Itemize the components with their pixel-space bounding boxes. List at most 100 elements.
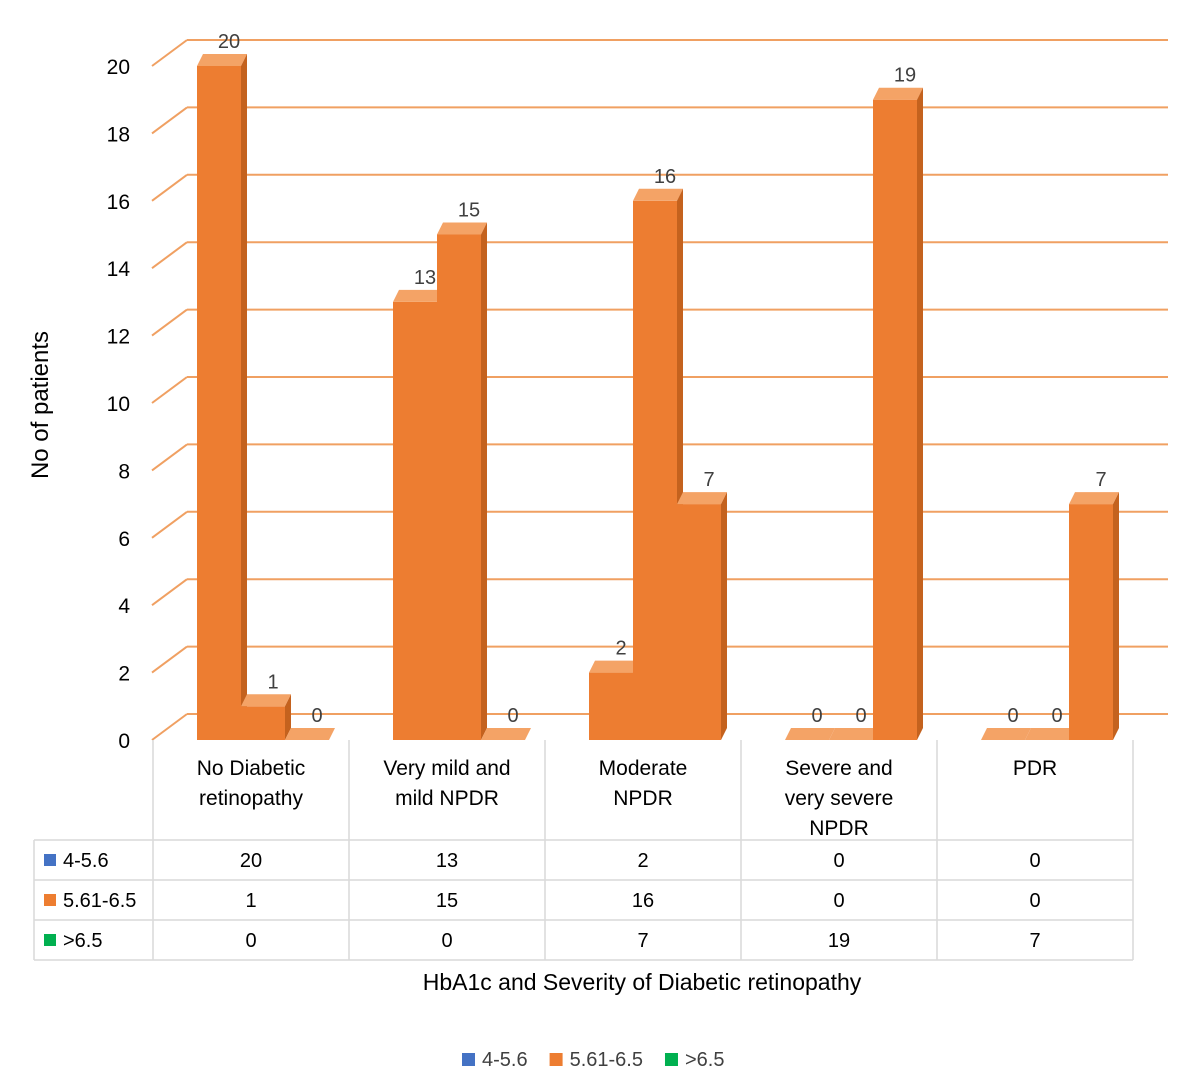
data-label: 16 — [654, 166, 676, 188]
legend-swatch — [549, 1053, 563, 1066]
bar-front — [393, 301, 437, 740]
table-legend-key — [44, 934, 56, 946]
data-label: 13 — [414, 267, 436, 289]
legend-swatch — [664, 1053, 678, 1066]
bar-top — [241, 694, 291, 707]
data-label: 1 — [267, 671, 278, 693]
bar-front — [677, 504, 721, 740]
gridline-connector — [151, 713, 188, 741]
legend-label: 5.61-6.5 — [570, 1049, 643, 1071]
legend-label: >6.5 — [685, 1049, 724, 1071]
y-tick-label: 6 — [118, 528, 130, 551]
bar-side — [721, 492, 727, 740]
data-label: 0 — [1051, 705, 1062, 727]
data-label: 15 — [458, 200, 480, 222]
gridline-connector — [151, 241, 188, 270]
y-tick-label: 14 — [107, 258, 131, 281]
table-cell: 15 — [436, 890, 458, 912]
bar-top — [437, 222, 487, 235]
gridline-connector — [151, 173, 188, 202]
table-cell: 19 — [828, 930, 850, 952]
data-label: 0 — [311, 705, 322, 727]
data-label: 0 — [855, 705, 866, 727]
gridline-connector — [151, 376, 188, 404]
bar-top — [633, 188, 683, 201]
table-cell: 0 — [833, 890, 844, 912]
legend-label: 4-5.6 — [482, 1049, 528, 1071]
y-tick-label: 10 — [107, 393, 130, 416]
bar — [829, 728, 879, 740]
x-tick-label: PDR — [1013, 757, 1057, 780]
table-cell: 2 — [637, 850, 648, 872]
x-tick-label: retinopathy — [199, 787, 303, 810]
table-cell: 7 — [637, 930, 648, 952]
bar-top — [481, 728, 531, 740]
data-label: 0 — [507, 705, 518, 727]
bar — [633, 188, 683, 741]
bar — [1069, 492, 1119, 740]
bar-side — [917, 87, 923, 740]
y-tick-label: 18 — [107, 123, 130, 146]
x-tick-label: No Diabetic — [197, 757, 306, 780]
data-label: 19 — [894, 65, 916, 87]
bar-top — [285, 728, 335, 740]
table-cell: 0 — [1029, 850, 1040, 872]
y-tick-label: 4 — [118, 595, 130, 618]
bar-side — [1113, 492, 1119, 740]
bar-side — [481, 222, 487, 740]
x-tick-label: NPDR — [613, 787, 673, 810]
bar-top — [1025, 728, 1075, 740]
gridline-connector — [151, 578, 188, 607]
x-axis-label: HbA1c and Severity of Diabetic retinopat… — [423, 969, 862, 995]
bar-top — [197, 54, 247, 66]
bar-side — [241, 54, 247, 740]
bar — [677, 492, 727, 740]
table-cell: 20 — [240, 850, 262, 872]
gridline-connector — [151, 443, 188, 472]
y-tick-label: 8 — [118, 460, 130, 483]
table-cell: 0 — [833, 850, 844, 872]
bar-front — [873, 99, 917, 740]
y-tick-label: 20 — [107, 56, 130, 79]
bar-front — [633, 200, 677, 741]
x-tick-label: NPDR — [809, 817, 869, 840]
bar — [393, 289, 443, 740]
bar — [785, 728, 835, 740]
bar — [437, 222, 487, 740]
bar-top — [785, 728, 835, 740]
bar-top — [589, 660, 639, 673]
y-axis-label: No of patients — [27, 331, 54, 479]
bar-front — [437, 234, 481, 740]
bar — [873, 87, 923, 740]
data-label: 7 — [703, 469, 714, 491]
y-tick-label: 16 — [107, 191, 130, 214]
x-tick-label: Moderate — [599, 757, 688, 780]
bar-side — [285, 694, 291, 740]
table-legend-key — [44, 854, 56, 866]
gridline-connector — [151, 645, 188, 674]
bar — [981, 728, 1031, 740]
bar — [481, 728, 531, 740]
data-label: 2 — [615, 638, 626, 660]
bars — [197, 54, 1119, 741]
y-tick-label: 12 — [107, 326, 130, 349]
table-cell: 13 — [436, 850, 458, 872]
bar-top — [1069, 492, 1119, 505]
bar — [241, 694, 291, 740]
table-cell: 0 — [1029, 890, 1040, 912]
table-series-name: >6.5 — [63, 930, 102, 952]
y-tick-label: 0 — [118, 730, 130, 753]
table-cell: 1 — [245, 890, 256, 912]
x-tick-label: mild NPDR — [395, 787, 499, 810]
y-axis-ticks: 0 2 4 6 8 10 12 14 16 18 20 — [107, 56, 131, 753]
table-series-name: 4-5.6 — [63, 850, 109, 872]
legend: 4-5.6 5.61-6.5 >6.5 — [462, 1049, 724, 1071]
x-tick-label: Very mild and — [383, 757, 510, 780]
gridline-connector — [151, 308, 188, 337]
data-table: No Diabetic retinopathy Very mild and mild … — [33, 740, 1134, 961]
bar — [285, 728, 335, 740]
bar-front — [1069, 504, 1113, 740]
bar-top — [677, 492, 727, 505]
